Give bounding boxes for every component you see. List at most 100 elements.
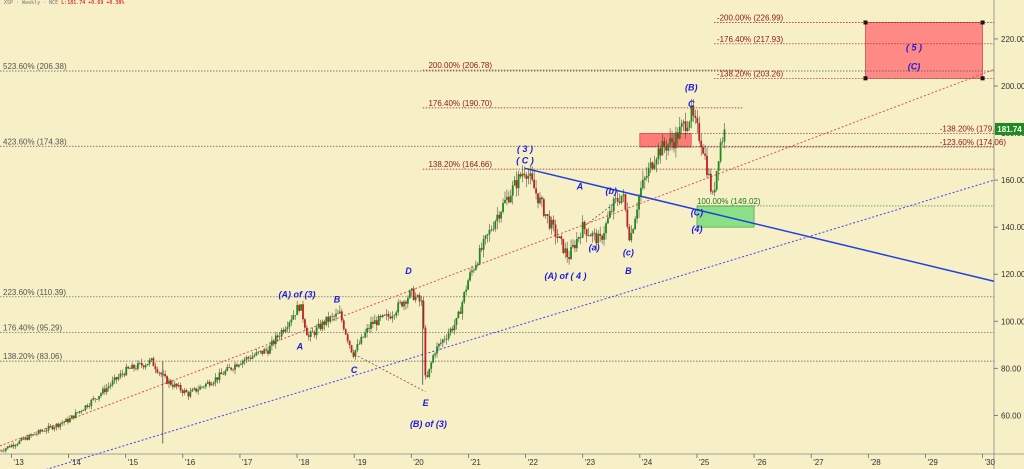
candle-body — [53, 427, 56, 430]
fib-level-label: -138.20% (179.84) — [940, 124, 1007, 133]
candle-body — [245, 357, 248, 360]
candle-body — [265, 349, 267, 351]
candle-body — [708, 173, 710, 176]
fib-level-label: -138.20% (203.26) — [717, 69, 784, 78]
candle-body — [527, 175, 530, 179]
candle-body — [364, 332, 367, 338]
candle-body — [451, 328, 454, 331]
wave-label: C — [351, 365, 358, 375]
candle-body — [278, 336, 281, 338]
candle-body — [133, 364, 135, 369]
candle-body — [441, 339, 444, 343]
candle-body — [117, 376, 120, 380]
candle-body — [26, 437, 29, 440]
candle-body — [39, 430, 42, 432]
candle-body — [1, 450, 3, 452]
candle-body — [410, 288, 413, 291]
candle-body — [608, 211, 611, 218]
candle-body — [323, 321, 326, 325]
candle-body — [684, 121, 687, 132]
wave-label: (a) — [589, 243, 600, 253]
candle-body — [607, 217, 609, 224]
candle-body — [614, 198, 617, 199]
candle-body — [138, 362, 141, 364]
candle-body — [49, 425, 52, 427]
candle-body — [185, 390, 188, 393]
candle-body — [263, 349, 266, 354]
x-tick-label: '27 — [813, 458, 824, 467]
candle-body — [434, 353, 436, 356]
candle-body — [4, 448, 7, 451]
candle-body — [523, 173, 526, 175]
candle-body — [179, 385, 182, 391]
x-tick-label: '20 — [413, 458, 424, 467]
candle-body — [678, 126, 681, 139]
candle-body — [455, 317, 458, 325]
candle-body — [570, 246, 572, 260]
candle-body — [519, 174, 522, 177]
candle-body — [154, 366, 157, 370]
candle-body — [267, 350, 269, 354]
x-tick-label: '23 — [585, 458, 596, 467]
candle-body — [605, 223, 607, 234]
candle-body — [362, 336, 365, 338]
candle-body — [63, 422, 65, 423]
candle-body — [292, 315, 295, 320]
candle-body — [610, 211, 613, 212]
candle-body — [626, 209, 629, 227]
candle-body — [618, 201, 621, 203]
candle-body — [688, 121, 691, 128]
candle-body — [65, 418, 67, 423]
candle-body — [492, 228, 495, 230]
candle-body — [632, 229, 635, 234]
resistance-box — [639, 133, 692, 148]
fib-level-label: 138.20% (164.66) — [428, 160, 492, 169]
candle-body — [327, 316, 330, 322]
candle-body — [146, 363, 149, 366]
candle-body — [152, 358, 155, 367]
wave-label: (b) — [606, 186, 618, 196]
candle-body — [692, 106, 695, 116]
candle-body — [218, 372, 221, 380]
x-tick-label: '26 — [756, 458, 767, 467]
candle-body — [620, 195, 623, 203]
candle-body — [426, 375, 429, 377]
candle-body — [14, 445, 17, 447]
candle-body — [412, 288, 415, 300]
candle-body — [216, 377, 219, 380]
wave-label: D — [405, 266, 412, 276]
candle-body — [500, 211, 503, 219]
candle-body — [61, 422, 64, 424]
candle-body — [513, 179, 516, 186]
candle-body — [638, 195, 640, 210]
candle-body — [311, 331, 314, 333]
candle-body — [280, 329, 283, 337]
candle-body — [397, 302, 400, 313]
candle-body — [36, 433, 38, 435]
candle-body — [335, 313, 337, 317]
candle-body — [282, 329, 285, 332]
candle-body — [344, 329, 347, 335]
candle-body — [354, 350, 357, 357]
candle-body — [389, 316, 392, 319]
fib-level-label: -200.00% (226.99) — [717, 13, 784, 22]
candle-body — [271, 340, 273, 346]
y-tick-label: 220.00 — [1001, 35, 1024, 44]
candle-body — [717, 161, 720, 171]
candle-body — [552, 219, 555, 225]
candle-body — [428, 368, 431, 377]
candle-body — [251, 356, 254, 359]
candle-body — [509, 195, 512, 203]
candle-body — [424, 327, 427, 376]
candle-body — [210, 384, 213, 386]
candle-body — [234, 364, 236, 370]
candle-body — [616, 198, 619, 202]
candle-body — [171, 384, 174, 387]
candle-body — [342, 320, 345, 330]
candle-body — [113, 377, 116, 381]
candle-body — [461, 302, 464, 314]
candle-body — [675, 132, 677, 149]
b-wave-dotted — [353, 353, 426, 393]
candle-body — [222, 374, 225, 375]
